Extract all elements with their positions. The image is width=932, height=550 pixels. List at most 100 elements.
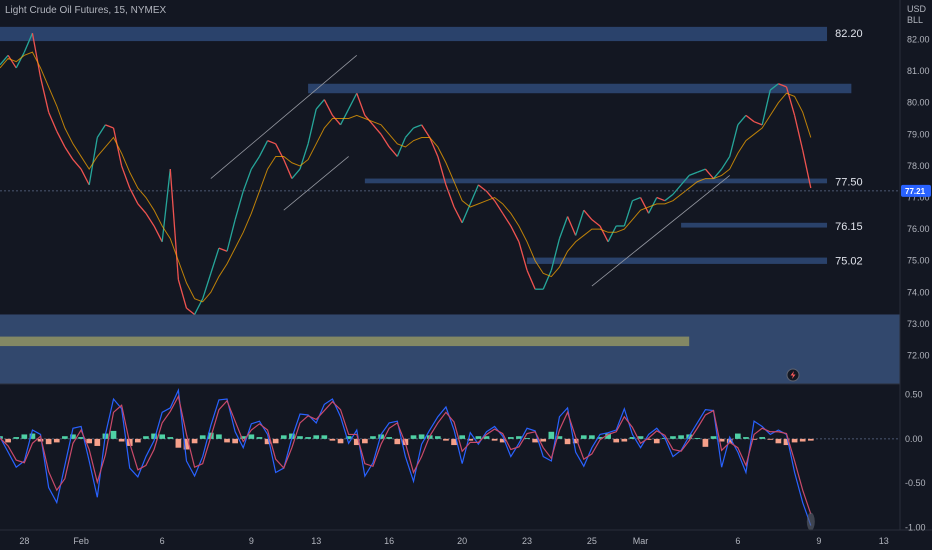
histogram-bar [775,438,782,444]
histogram-bar [135,438,141,443]
price-segment [283,159,293,179]
price-segment [566,216,577,236]
zone-0 [0,26,828,42]
price-segment [632,196,641,202]
histogram-bar [240,436,247,439]
price-segment [267,140,276,145]
histogram-bar [670,436,676,439]
price-segment [380,133,390,148]
price-segment [121,165,131,189]
histogram-bar [362,438,368,444]
time-tick-label: 9 [816,536,821,546]
price-segment [202,273,212,299]
price-segment [639,197,650,214]
price-segment [510,225,520,243]
price-segment [526,269,536,290]
price-segment [485,190,496,202]
time-tick-label: 20 [457,536,467,546]
zone-4 [527,257,828,264]
histogram-bar [248,434,255,439]
oscillator-tick-label: -0.50 [905,478,926,488]
histogram-bar [167,437,174,439]
price-segment [599,225,609,243]
currency-label: USD [907,4,927,14]
histogram-bar [45,438,52,445]
time-axis: 28 Feb 6 9 13 16 20 23 25 Mar 6 9 13 [19,536,888,546]
price-segment [356,93,366,116]
price-tick-label: 80.00 [907,98,930,108]
time-tick-label: 6 [160,536,165,546]
histogram-bar [759,437,765,439]
chart-title: Light Crude Oil Futures, 15, NYMEX [5,5,167,16]
oscillator-macd-line [0,387,812,526]
last-price-tag-text: 77.21 [905,187,926,196]
histogram-bar [410,435,417,439]
histogram-bar [532,438,538,443]
histogram-bar [751,438,757,440]
histogram-bar [337,438,344,444]
price-segment [664,193,674,202]
histogram-bar [29,433,36,439]
time-tick-label: 6 [735,536,740,546]
histogram-bar [791,438,798,443]
price-segment [145,212,155,227]
histogram-bar [451,438,457,446]
histogram-bar [483,436,490,439]
price-tick-label: 79.00 [907,129,930,139]
histogram-bar [370,436,376,439]
histogram-bar [118,438,125,442]
price-segment [323,99,334,116]
level-label: 75.02 [835,256,863,268]
histogram-bar [110,430,117,439]
price-segment [688,171,698,177]
moving-average-line [0,51,812,303]
price-segment [161,169,171,242]
price-segment [713,168,723,179]
price-tick-label: 77.00 [907,193,930,203]
histogram-bar [556,436,563,439]
oscillator-axis: 0.50 0.00 -0.50 -1.00 [905,390,926,533]
level-label: 77.50 [835,177,863,189]
histogram-bar [637,436,644,439]
histogram-bar [499,438,506,443]
histogram-bar [191,438,198,444]
price-segment [494,200,504,214]
oscillator-signal-line [0,394,812,515]
price-segment [745,114,755,123]
histogram-bar [53,438,60,443]
time-tick-label: 16 [384,536,394,546]
price-segment [453,206,463,224]
lightning-icon[interactable] [786,368,800,382]
price-segment [502,212,512,227]
histogram-bar [394,438,401,445]
histogram-bar [548,431,555,439]
histogram-bar [459,435,465,439]
price-segment [56,130,66,148]
price-segment [242,168,252,192]
price-segment [372,124,382,135]
price-segment [80,168,90,186]
price-segment [461,203,471,224]
price-segment [210,247,220,274]
histogram-bar [580,435,587,439]
histogram-bar [5,438,11,443]
price-segment [96,124,106,138]
price-segment [315,99,325,110]
olive-zone [0,336,690,347]
histogram-bar [151,433,157,439]
histogram-bar [272,438,279,444]
price-tick-label: 82.00 [907,35,930,45]
price-segment [518,241,528,271]
histogram-bar [321,435,328,439]
price-segment [607,225,617,243]
histogram-bar [280,435,287,439]
histogram-bar [507,437,514,439]
histogram-bar [572,438,579,444]
histogram-bar [613,438,620,443]
price-segment [129,187,139,205]
histogram-bar [783,438,790,446]
histogram-bar [13,437,20,439]
price-segment [477,184,487,192]
price-layer [0,32,812,315]
